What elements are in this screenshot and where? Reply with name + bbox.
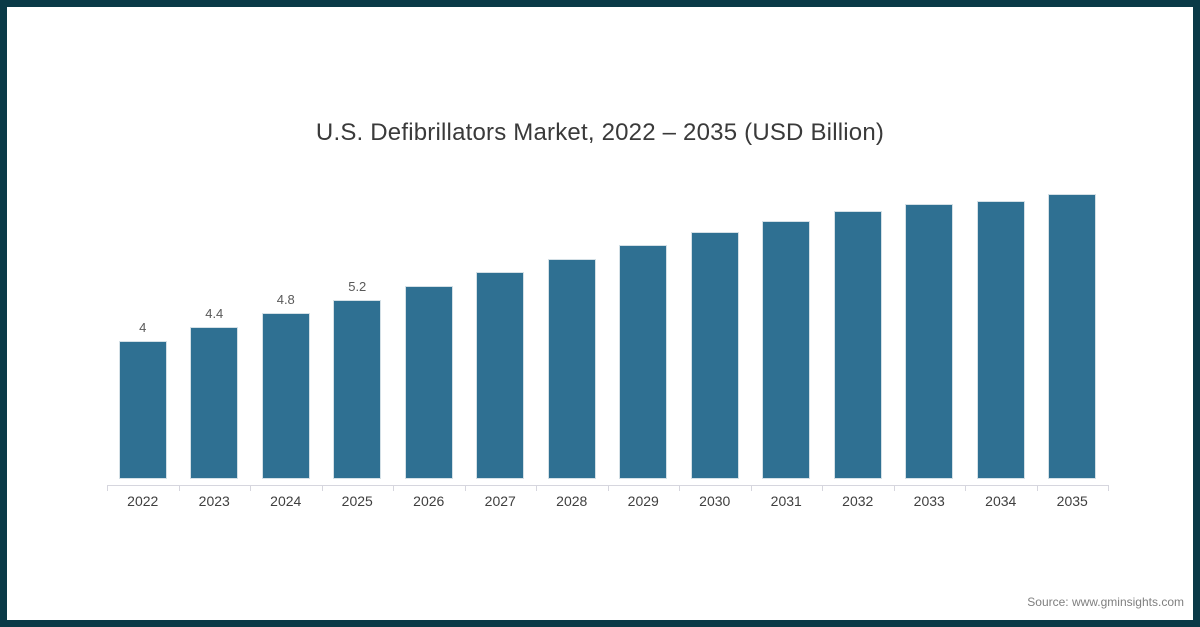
bar-slot: [822, 178, 894, 478]
bar-slot: 4: [107, 178, 179, 478]
x-axis-tick: [250, 486, 251, 491]
x-tick-label: 2025: [341, 493, 373, 509]
bar: [334, 301, 381, 478]
x-axis-tick: [1108, 486, 1109, 491]
x-tick-label: 2026: [413, 493, 445, 509]
bar-slot: [393, 178, 465, 478]
bar-value-label: 4.8: [276, 292, 295, 307]
bar: [262, 314, 309, 478]
bar-slot: 5.2: [322, 178, 394, 478]
bar-value-label: 4: [139, 320, 147, 335]
bar: [405, 287, 452, 478]
bar: [191, 328, 238, 478]
x-axis-tick: [679, 486, 680, 491]
bar-slot: [894, 178, 966, 478]
bar: [1049, 195, 1096, 478]
bar: [477, 273, 524, 478]
bar: [977, 202, 1024, 478]
bar: [119, 342, 166, 478]
x-tick-label: 2030: [699, 493, 731, 509]
x-tick-label: 2027: [484, 493, 516, 509]
x-axis-tick: [894, 486, 895, 491]
plot-area: 4 4.4 4.8 5.2: [107, 178, 1108, 478]
x-axis-tick: [751, 486, 752, 491]
x-axis-tick: [608, 486, 609, 491]
x-axis-tick: [536, 486, 537, 491]
bar: [691, 233, 738, 478]
bar-slot: 4.4: [179, 178, 251, 478]
x-axis-tick: [322, 486, 323, 491]
bar-value-label: 4.4: [205, 306, 224, 321]
x-tick-label: 2034: [985, 493, 1017, 509]
source-note: Source: www.gminsights.com: [1027, 595, 1184, 609]
bar: [834, 212, 881, 478]
x-tick-label: 2031: [770, 493, 802, 509]
bar-slot: [1037, 178, 1109, 478]
bar: [906, 205, 953, 478]
x-tick-label: 2035: [1056, 493, 1088, 509]
bar-slot: [679, 178, 751, 478]
bar-slot: [465, 178, 537, 478]
bar: [763, 222, 810, 478]
bar-slot: 4.8: [250, 178, 322, 478]
x-axis-tick: [393, 486, 394, 491]
x-axis-tick: [179, 486, 180, 491]
x-axis-line: [107, 485, 1109, 486]
chart-title: U.S. Defibrillators Market, 2022 – 2035 …: [315, 119, 885, 146]
x-tick-label: 2033: [913, 493, 945, 509]
bar: [548, 260, 595, 478]
bar-slot: [608, 178, 680, 478]
bar-slot: [965, 178, 1037, 478]
x-tick-label: 2023: [198, 493, 230, 509]
x-axis-tick: [822, 486, 823, 491]
bar-slot: [751, 178, 823, 478]
x-tick-label: 2024: [270, 493, 302, 509]
bar-value-label: 5.2: [348, 279, 367, 294]
x-axis-tick: [107, 486, 108, 491]
x-tick-label: 2028: [556, 493, 588, 509]
bar-slot: [536, 178, 608, 478]
bar: [620, 246, 667, 478]
x-tick-label: 2029: [627, 493, 659, 509]
x-axis-tick: [965, 486, 966, 491]
x-tick-label: 2022: [127, 493, 159, 509]
x-axis-tick: [1037, 486, 1038, 491]
x-tick-label: 2032: [842, 493, 874, 509]
x-axis-tick: [465, 486, 466, 491]
